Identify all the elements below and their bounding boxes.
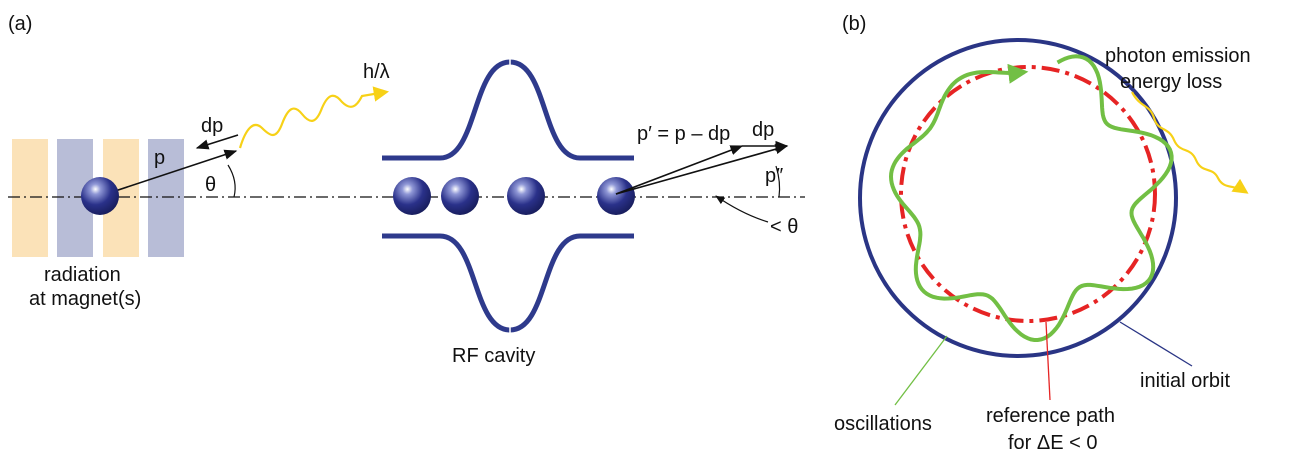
reference-path-label: reference path (986, 405, 1115, 427)
dp-loss-arrow (195, 134, 239, 150)
energy-loss-label: energy loss (1120, 71, 1222, 93)
p-left-label: p (154, 147, 165, 169)
photon-emission-label: photon emission (1105, 45, 1251, 67)
reference-path-condition-label: for ΔE < 0 (1008, 432, 1098, 454)
dp-right-label: dp (752, 119, 774, 141)
reference-path-circle (899, 65, 1157, 323)
initial-orbit-label: initial orbit (1140, 370, 1230, 392)
initial-orbit-leader (1119, 321, 1193, 367)
p-prime-equation: p′ = p – dp (637, 123, 730, 145)
magnet-caption-line2: at magnet(s) (29, 288, 141, 310)
photon-wave-a (238, 86, 390, 149)
reduced-angle-arc (775, 165, 781, 198)
theta-label: θ (205, 174, 216, 196)
panel-b-tag: (b) (842, 13, 866, 35)
momentum-p-prime-arrow (615, 145, 744, 195)
particle (441, 177, 479, 215)
magnet-caption-line1: radiation (44, 264, 121, 286)
magnet-block-blue (148, 139, 184, 257)
theta-angle-arc (227, 164, 236, 198)
photon-h-lambda-label: h/λ (363, 61, 390, 83)
particle (507, 177, 545, 215)
panel-a-tag: (a) (8, 13, 32, 35)
particle (393, 177, 431, 215)
momentum-p-arrow (99, 149, 238, 197)
particle (81, 177, 119, 215)
rf-cavity-upper-wall (382, 59, 634, 161)
reduced-angle-pointer (715, 195, 769, 223)
dp-left-label: dp (201, 115, 223, 137)
rf-cavity-lower-wall (382, 233, 634, 333)
photon-wave-b (1131, 91, 1249, 194)
reference-leader (1045, 321, 1051, 401)
oscillations-label: oscillations (834, 413, 932, 435)
less-than-theta-label: < θ (770, 216, 798, 238)
magnet-block-orange (12, 139, 48, 257)
p-double-prime-label: p″ (765, 165, 783, 187)
momentum-p-double-prime-arrow (615, 144, 789, 195)
oscillation-trajectory (888, 54, 1174, 342)
particle (597, 177, 635, 215)
rf-cavity-label: RF cavity (452, 345, 535, 367)
oscillations-leader (894, 335, 948, 406)
initial-orbit-circle (858, 38, 1178, 358)
